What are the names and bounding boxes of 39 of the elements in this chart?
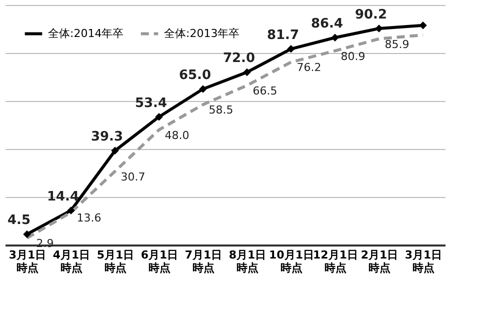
x-tick-label: 10月1日時点: [269, 248, 314, 274]
x-tick-label: 5月1日時点: [96, 248, 134, 274]
data-label: 14.4: [46, 189, 80, 204]
data-label: 90.2: [354, 8, 388, 23]
point: [199, 85, 207, 93]
data-label: 65.0: [178, 68, 212, 83]
legend-label: 全体:2014年卒: [48, 26, 124, 40]
x-tick-label: 8月1日時点: [228, 248, 266, 274]
x-tick-label: 3月1日時点: [8, 248, 46, 274]
legend-label: 全体:2013年卒: [164, 26, 240, 40]
point: [67, 206, 75, 214]
data-label: 39.3: [90, 130, 124, 145]
data-label: 58.5: [208, 104, 234, 117]
point: [243, 68, 251, 76]
point: [111, 146, 119, 155]
x-tick-label: 12月1日時点: [313, 248, 358, 274]
data-label: 80.9: [340, 50, 366, 63]
data-label: 48.0: [164, 128, 190, 142]
data-label: 30.7: [120, 170, 146, 184]
data-label: 76.2: [296, 61, 322, 74]
data-label: 81.7: [266, 28, 300, 43]
point: [287, 45, 295, 53]
data-label: 4.5: [7, 213, 31, 228]
point: [331, 34, 339, 42]
point: [155, 112, 163, 121]
data-label: 85.9: [384, 38, 410, 51]
data-label: 86.4: [310, 16, 344, 32]
x-tick-label: 4月1日時点: [52, 248, 90, 274]
x-tick-label: 7月1日時点: [184, 248, 222, 274]
data-label: 53.4: [134, 96, 168, 111]
point: [23, 230, 31, 238]
data-label: 66.5: [252, 84, 278, 98]
x-tick-label: 2月1日時点: [360, 248, 398, 274]
x-tick-label: 6月1日時点: [140, 248, 178, 274]
data-label: 13.6: [76, 211, 102, 224]
x-tick-label: 3月1日時点: [404, 248, 442, 274]
point: [419, 22, 427, 30]
data-label: 72.0: [222, 51, 256, 66]
point: [375, 24, 383, 32]
